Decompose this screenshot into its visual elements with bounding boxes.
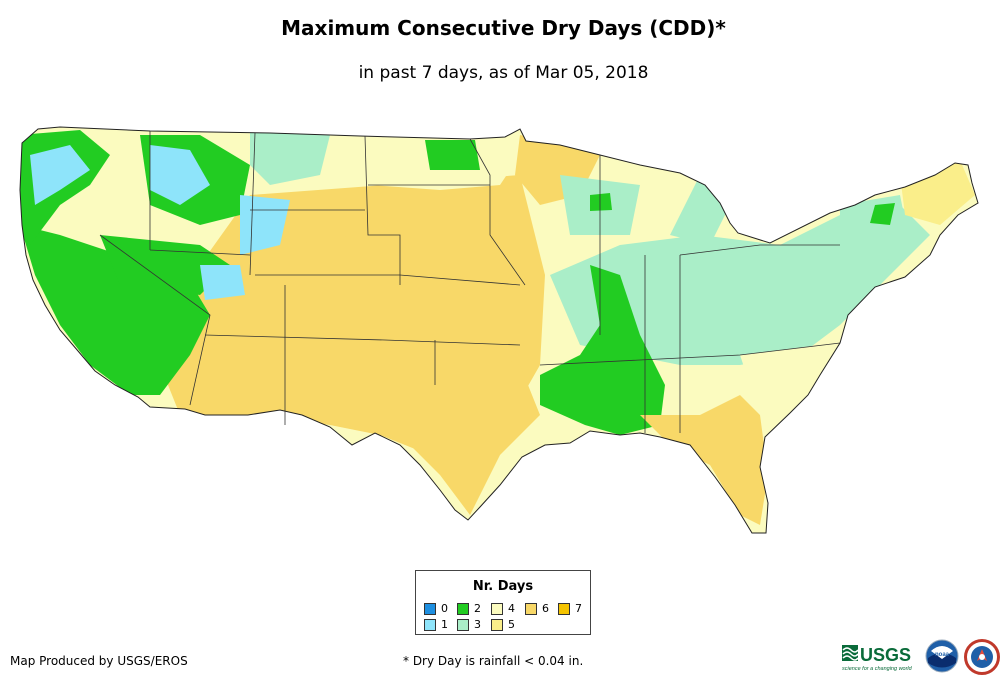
noaa-wordmark: noaa	[935, 652, 950, 658]
legend-label: 6	[542, 602, 549, 615]
legend-label: 0	[441, 602, 448, 615]
legend-item-1: 1	[424, 618, 448, 631]
legend-item-4: 4	[491, 602, 515, 615]
map-credit: Map Produced by USGS/EROS	[10, 654, 188, 668]
legend: Nr. Days 0 1 2 3 4 5 6 7	[415, 570, 591, 635]
legend-title: Nr. Days	[472, 579, 534, 594]
legend-item-0: 0	[424, 602, 448, 615]
nws-logo	[964, 639, 1000, 675]
legend-item-6: 6	[525, 602, 549, 615]
legend-item-7: 7	[558, 602, 582, 615]
legend-swatch	[457, 603, 469, 615]
map-subtitle: in past 7 days, as of Mar 05, 2018	[358, 63, 649, 83]
us-dry-days-map	[19, 126, 979, 534]
legend-item-5: 5	[491, 618, 515, 631]
legend-label: 5	[508, 618, 515, 631]
legend-label: 2	[474, 602, 481, 615]
legend-label: 7	[575, 602, 582, 615]
legend-item-2: 2	[457, 602, 481, 615]
usgs-wordmark: USGS	[860, 645, 911, 665]
legend-label: 1	[441, 618, 448, 631]
legend-label: 3	[474, 618, 481, 631]
legend-label: 4	[508, 602, 515, 615]
noaa-logo: noaa	[925, 639, 959, 673]
legend-swatch	[525, 603, 537, 615]
legend-item-3: 3	[457, 618, 481, 631]
legend-swatch	[424, 603, 436, 615]
legend-swatch	[558, 603, 570, 615]
legend-swatch	[424, 619, 436, 631]
legend-swatch	[457, 619, 469, 631]
map-title: Maximum Consecutive Dry Days (CDD)*	[281, 16, 726, 40]
dry-day-footnote: * Dry Day is rainfall < 0.04 in.	[403, 654, 584, 668]
usgs-tagline: science for a changing world	[842, 666, 913, 672]
usgs-logo: USGS science for a changing world	[842, 645, 913, 672]
legend-swatch	[491, 603, 503, 615]
legend-swatch	[491, 619, 503, 631]
